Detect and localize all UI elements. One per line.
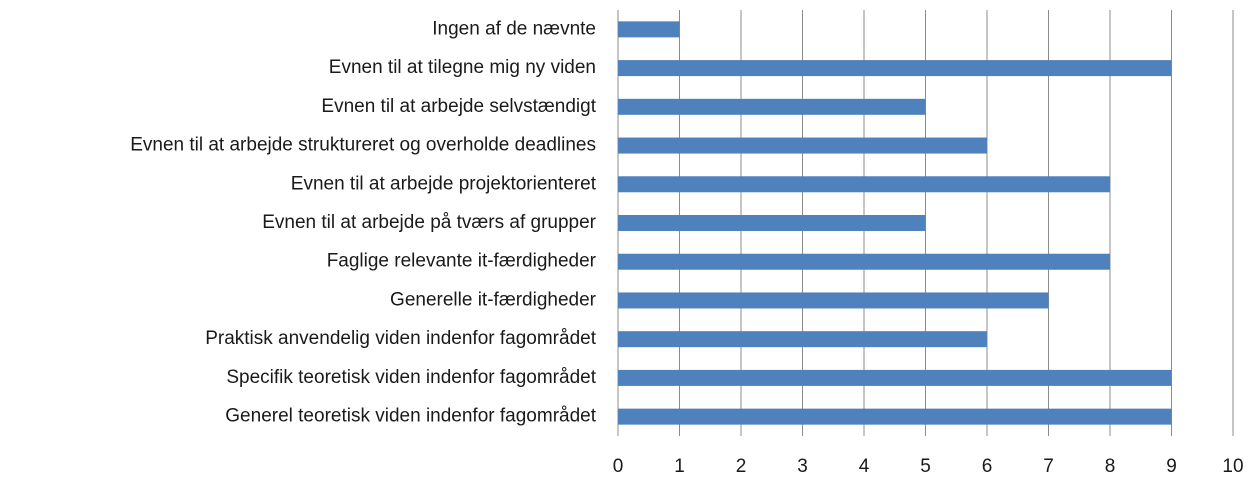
- bar: [618, 369, 1172, 386]
- y-tick-label: Praktisk anvendelig viden indenfor fagom…: [205, 328, 597, 349]
- bar: [618, 253, 1110, 270]
- y-tick-label: Evnen til at tilegne mig ny viden: [329, 57, 596, 78]
- x-tick-label: 6: [982, 456, 993, 477]
- y-tick-label: Generel teoretisk viden indenfor fagområ…: [225, 406, 596, 427]
- x-tick-label: 4: [859, 456, 870, 477]
- x-tick-label: 2: [736, 456, 747, 477]
- y-tick-label: Generelle it-færdigheder: [390, 289, 597, 310]
- x-tick-label: 5: [920, 456, 931, 477]
- bar: [618, 292, 1049, 309]
- y-tick-label: Evnen til at arbejde selvstændigt: [321, 96, 596, 117]
- x-tick-label: 8: [1105, 456, 1116, 477]
- bar: [618, 215, 926, 231]
- y-tick-label: Evnen til at arbejde på tværs af grupper: [262, 212, 596, 233]
- bar: [618, 98, 926, 115]
- bar: [618, 331, 987, 348]
- y-tick-label: Ingen af de nævnte: [432, 18, 596, 39]
- y-tick-label: Faglige relevante it-færdigheder: [327, 251, 597, 272]
- bar: [618, 176, 1110, 193]
- x-tick-label: 7: [1043, 456, 1054, 477]
- x-tick-label: 3: [797, 456, 808, 477]
- bar: [618, 21, 680, 38]
- y-tick-label: Specifik teoretisk viden indenfor fagomr…: [226, 367, 596, 388]
- bar: [618, 60, 1172, 77]
- x-tick-label: 9: [1166, 456, 1177, 477]
- y-tick-label: Evnen til at arbejde projektorienteret: [291, 173, 597, 194]
- bar: [618, 408, 1172, 425]
- x-tick-label: 1: [674, 456, 685, 477]
- bar: [618, 137, 987, 154]
- x-tick-label: 10: [1222, 456, 1243, 477]
- y-tick-label: Evnen til at arbejde struktureret og ove…: [130, 135, 596, 156]
- x-tick-label: 0: [613, 456, 624, 477]
